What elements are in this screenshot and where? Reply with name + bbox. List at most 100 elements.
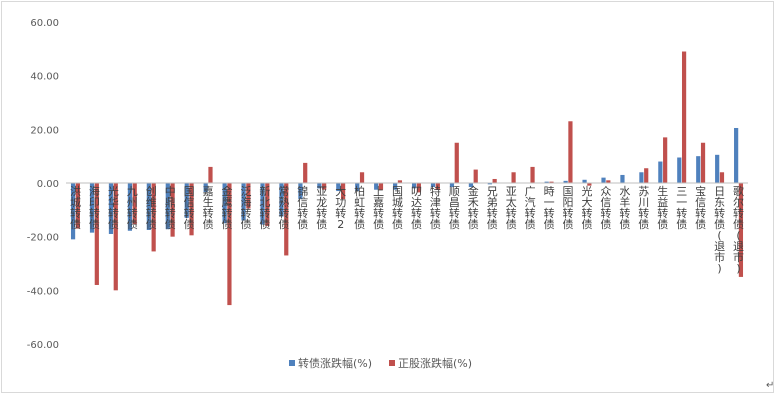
bar-bond-22 <box>487 183 492 185</box>
legend-swatch <box>389 360 395 366</box>
bar-bond-0 <box>70 183 76 240</box>
legend-swatch <box>289 360 295 366</box>
category-label: 国信转债 <box>184 185 195 231</box>
bar-stock-16 <box>378 183 384 190</box>
bar-chart: 60.00 40.00 20.00 0.00 -20.00 -40.00 -60.00 洪城… <box>27 18 748 370</box>
bar-bond-30 <box>639 172 644 183</box>
category-label: 泛海转债 <box>240 185 251 231</box>
bar-bond-8 <box>222 183 227 224</box>
bar-bond-16 <box>374 183 379 190</box>
bar-stock-12 <box>303 162 308 184</box>
category-label: 众信转债 <box>600 185 611 231</box>
y-tick-label: -60.00 <box>27 340 59 351</box>
bar-stock-6 <box>189 183 194 236</box>
bar-bond-3 <box>127 183 133 231</box>
paragraph-mark: ↵ <box>766 380 775 391</box>
bar-bond-33 <box>696 156 701 183</box>
bars <box>70 51 744 306</box>
y-tick-label: -40.00 <box>27 286 59 297</box>
category-label: 创维转债 <box>146 185 157 231</box>
bar-bond-25 <box>544 181 549 183</box>
category-label: 上嘉转债 <box>373 185 384 231</box>
bar-stock-28 <box>606 180 611 183</box>
category-label: 光华转债 <box>108 184 119 231</box>
category-label: 九州转债 <box>127 185 138 231</box>
category-label: 嘉生转债 <box>203 184 214 231</box>
bar-bond-35 <box>734 127 739 183</box>
bar-bond-20 <box>449 183 455 188</box>
bar-stock-24 <box>530 166 535 183</box>
y-tick-label: 0.00 <box>37 179 59 190</box>
bar-stock-26 <box>568 121 573 183</box>
bar-stock-32 <box>681 51 687 183</box>
bar-stock-9 <box>246 183 251 209</box>
category-label: 金禾转债 <box>468 184 479 231</box>
legend-label: 正股涨跌幅(%) <box>398 356 472 370</box>
bar-stock-25 <box>549 181 554 183</box>
y-tick-label: -20.00 <box>27 233 59 244</box>
bar-stock-23 <box>511 172 516 183</box>
bar-bond-10 <box>260 183 265 225</box>
bar-bond-29 <box>620 174 625 183</box>
category-label: 中鼎转债 <box>165 185 176 231</box>
bar-stock-14 <box>340 183 346 200</box>
category-label: 广汽转债 <box>525 185 536 231</box>
bar-stock-7 <box>208 166 213 183</box>
bar-bond-4 <box>146 183 151 230</box>
bar-stock-3 <box>132 183 137 225</box>
category-label: 日东转债(退市) <box>714 185 725 275</box>
bar-bond-32 <box>677 157 682 183</box>
bar-stock-2 <box>113 183 118 291</box>
bar-stock-30 <box>644 168 649 183</box>
bar-stock-18 <box>416 183 421 193</box>
y-axis-ticks: 60.00 40.00 20.00 0.00 -20.00 -40.00 -60.00 <box>27 18 59 351</box>
bar-stock-0 <box>75 183 80 229</box>
bar-bond-26 <box>563 180 568 183</box>
bar-bond-34 <box>715 154 720 183</box>
legend: 转债涨跌幅(%) 正股涨跌幅(%) <box>289 356 472 370</box>
category-label: 叨达转债 <box>411 185 422 231</box>
category-label: 苏川转债 <box>638 185 649 231</box>
y-tick-label: 40.00 <box>30 72 59 83</box>
category-label: 歌尔转债(退市) <box>733 184 744 275</box>
bar-stock-15 <box>359 172 365 183</box>
category-label: 時一转债 <box>544 185 555 231</box>
bar-stock-11 <box>284 183 289 256</box>
bar-bond-9 <box>241 183 246 221</box>
bar-bond-28 <box>601 177 606 183</box>
bar-bond-14 <box>336 183 341 192</box>
category-label: 特津转债 <box>430 184 441 231</box>
bar-stock-4 <box>151 183 156 252</box>
category-label: 国阳转债 <box>563 185 574 231</box>
bar-bond-31 <box>658 161 663 183</box>
category-labels: 洪城转债海印转债光华转债九州转债创维转债中鼎转债国信转债嘉生转债金鹰转债泛海转债… <box>70 184 744 275</box>
category-label: 洪城转债 <box>70 184 81 231</box>
bar-stock-22 <box>492 178 497 183</box>
y-tick-label: 20.00 <box>30 125 59 136</box>
category-label: 光大转债 <box>581 184 592 231</box>
category-label: 水羊转债 <box>619 185 630 231</box>
bar-stock-1 <box>94 183 99 285</box>
bar-bond-5 <box>165 183 170 230</box>
bar-stock-8 <box>227 183 232 306</box>
bar-bond-7 <box>203 183 208 193</box>
bar-bond-21 <box>468 183 474 188</box>
category-label: 宝信转债 <box>695 184 706 231</box>
bar-stock-17 <box>397 180 403 183</box>
bar-stock-19 <box>435 183 440 190</box>
category-label: 金鹰转债 <box>222 184 233 231</box>
bar-stock-31 <box>663 137 668 183</box>
y-tick-label: 60.00 <box>30 18 59 29</box>
category-label: 生益转债 <box>657 184 668 231</box>
category-label: 顺昌转债 <box>449 185 460 231</box>
bar-bond-19 <box>430 183 436 188</box>
category-label: 亚龙转债 <box>316 185 327 231</box>
category-label: 柏虹转债 <box>354 184 365 231</box>
bar-stock-20 <box>454 142 459 183</box>
category-label: 三一转债 <box>676 185 687 231</box>
bar-stock-33 <box>700 142 706 183</box>
category-label: 锦信转债 <box>297 184 308 231</box>
bar-stock-21 <box>473 169 478 183</box>
bar-bond-12 <box>298 183 303 200</box>
bar-bond-11 <box>279 183 284 217</box>
